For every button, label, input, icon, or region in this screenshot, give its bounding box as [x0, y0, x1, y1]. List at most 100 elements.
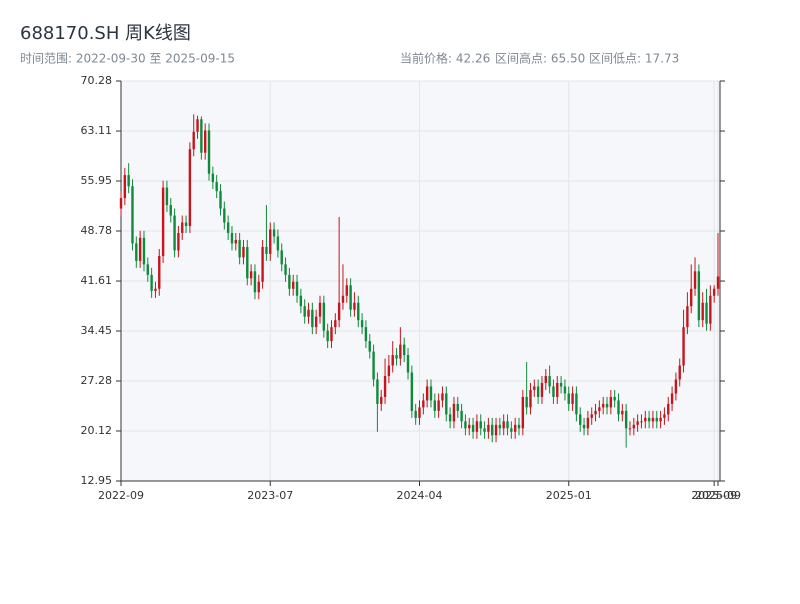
- candle-body: [318, 302, 322, 317]
- candle-body: [521, 396, 525, 429]
- candle-body: [670, 393, 674, 404]
- candle-body: [230, 232, 234, 244]
- candle-body: [647, 417, 651, 422]
- candle-body: [598, 407, 601, 411]
- candle-body: [410, 372, 414, 411]
- candle-body: [295, 281, 299, 296]
- candle-body: [613, 396, 616, 401]
- candle-body: [513, 424, 517, 432]
- candle-body: [196, 119, 199, 132]
- candle-body: [510, 428, 513, 432]
- candle-body: [414, 410, 417, 418]
- candle-body: [200, 119, 203, 153]
- candle-body: [242, 246, 245, 258]
- candle-body: [364, 327, 368, 342]
- candle-body: [276, 236, 280, 251]
- candle-body: [223, 208, 226, 223]
- candle-body: [693, 271, 697, 289]
- candle-body: [617, 400, 620, 415]
- candle-body: [460, 410, 463, 422]
- candle-body: [640, 421, 643, 423]
- candle-body: [330, 327, 333, 342]
- candle-body: [536, 386, 540, 397]
- candle-body: [257, 281, 260, 293]
- candle-body: [292, 281, 295, 289]
- candle-body: [686, 306, 689, 328]
- candle-body: [238, 239, 241, 258]
- candle-body: [269, 229, 272, 254]
- candle-body: [544, 375, 547, 383]
- candle-body: [468, 424, 471, 429]
- candle-body: [280, 250, 283, 265]
- candle-body: [483, 428, 486, 432]
- candle-body: [391, 355, 394, 366]
- candle-body: [357, 302, 360, 321]
- candle-body: [127, 175, 130, 187]
- candle-body: [387, 365, 391, 376]
- x-tick-label: 2024-04: [397, 489, 443, 502]
- candle-body: [341, 295, 345, 303]
- candle-body: [517, 424, 521, 429]
- candle-body: [667, 403, 670, 415]
- candle-body: [548, 375, 551, 387]
- candle-body: [349, 285, 352, 310]
- candle-body: [425, 386, 429, 401]
- candle-body: [433, 400, 437, 411]
- candle-body: [621, 410, 624, 415]
- x-tick-label: 2025-09: [691, 489, 737, 502]
- x-tick-label: 2023-07: [247, 489, 293, 502]
- candle-body: [383, 375, 387, 397]
- y-tick-label: 55.95: [81, 174, 113, 187]
- candle-body: [448, 414, 452, 422]
- x-tick-label: 2022-09: [98, 489, 144, 502]
- y-tick-label: 70.28: [81, 74, 113, 87]
- candle-body: [678, 365, 681, 380]
- candle-body: [150, 274, 153, 291]
- y-tick-label: 63.11: [81, 124, 113, 137]
- candle-body: [628, 428, 632, 430]
- candle-body: [632, 424, 636, 429]
- candle-body: [533, 386, 536, 390]
- candle-body: [311, 309, 314, 328]
- candle-body: [135, 243, 138, 261]
- candle-body: [265, 246, 268, 254]
- candle-body: [249, 271, 253, 279]
- candle-body: [579, 414, 582, 425]
- y-tick-label: 27.28: [81, 374, 113, 387]
- candle-body: [601, 403, 605, 408]
- candle-body: [491, 424, 494, 436]
- y-tick-label: 20.12: [81, 424, 113, 437]
- candle-body: [605, 403, 609, 408]
- candle-body: [368, 341, 371, 352]
- candle-body: [261, 246, 264, 282]
- candle-body: [303, 306, 306, 317]
- candle-body: [215, 182, 218, 192]
- candle-body: [192, 131, 195, 150]
- candle-body: [272, 229, 276, 237]
- candle-body: [525, 396, 528, 408]
- candle-body: [372, 351, 375, 380]
- candle-body: [594, 410, 597, 415]
- candle-body: [590, 414, 593, 418]
- candle-body: [188, 149, 192, 226]
- candle-body: [203, 130, 207, 153]
- candle-body: [456, 403, 459, 411]
- candle-body: [334, 320, 337, 328]
- candle-body: [540, 382, 544, 397]
- candle-body: [219, 191, 222, 209]
- y-tick-label: 48.78: [81, 224, 113, 237]
- candle-body: [253, 271, 257, 293]
- candle-body: [177, 232, 180, 251]
- candle-body: [234, 239, 238, 244]
- candle-body: [131, 186, 134, 244]
- candle-body: [226, 222, 230, 233]
- candle-body: [705, 302, 708, 324]
- candle-body: [123, 175, 127, 199]
- candle-body: [659, 417, 662, 422]
- candle-body: [452, 403, 456, 422]
- candle-body: [376, 379, 379, 404]
- candle-body: [674, 379, 678, 394]
- candle-body: [307, 309, 310, 317]
- candle-body: [651, 417, 655, 422]
